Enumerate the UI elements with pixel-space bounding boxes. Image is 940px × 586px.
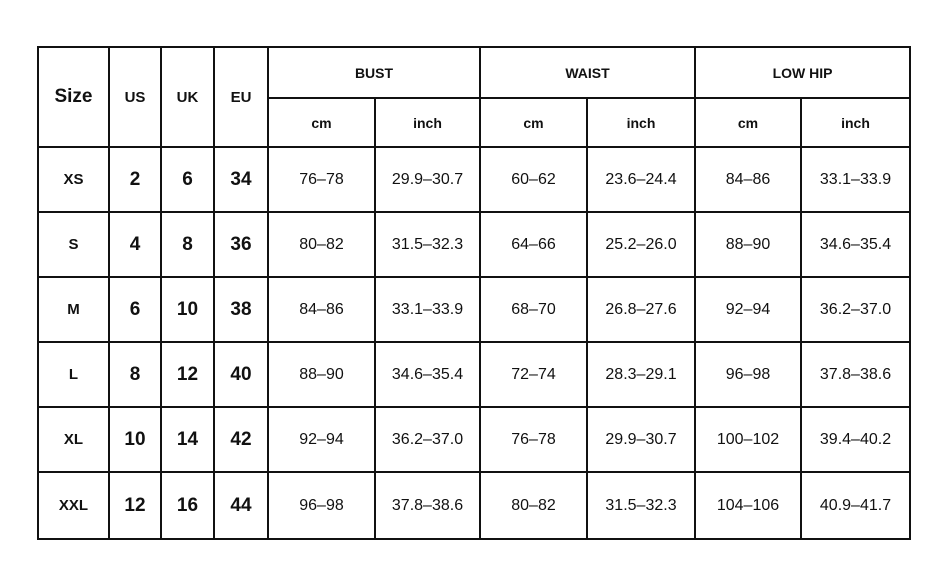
- cell-waist-inch: 25.2–26.0: [586, 211, 696, 278]
- cell-low-hip-cm: 92–94: [694, 276, 802, 343]
- cell-bust-cm: 88–90: [267, 341, 376, 408]
- header-uk: UK: [160, 46, 215, 148]
- cell-bust-inch: 33.1–33.9: [374, 276, 481, 343]
- cell-uk: 12: [160, 341, 215, 408]
- cell-low-hip-inch: 34.6–35.4: [799, 211, 912, 278]
- cell-uk: 14: [160, 406, 215, 473]
- header-size: Size: [37, 46, 110, 148]
- table-row: XL 10 14 42 92–94 36.2–37.0 76–78 29.9–30.7 100–…: [37, 406, 912, 473]
- cell-uk: 10: [160, 276, 215, 343]
- header-unit: inch: [374, 97, 481, 148]
- cell-bust-cm: 84–86: [267, 276, 376, 343]
- cell-eu: 38: [213, 276, 269, 343]
- cell-waist-inch: 26.8–27.6: [586, 276, 696, 343]
- cell-uk: 8: [160, 211, 215, 278]
- cell-eu: 40: [213, 341, 269, 408]
- cell-low-hip-inch: 39.4–40.2: [799, 406, 912, 473]
- cell-bust-inch: 37.8–38.6: [374, 471, 481, 540]
- header-us: US: [108, 46, 162, 148]
- cell-waist-cm: 76–78: [479, 406, 588, 473]
- cell-bust-cm: 96–98: [267, 471, 376, 540]
- header-unit: inch: [586, 97, 696, 148]
- cell-waist-cm: 80–82: [479, 471, 588, 540]
- header-low-hip: LOW HIP: [693, 46, 912, 99]
- cell-waist-inch: 31.5–32.3: [586, 471, 696, 540]
- cell-eu: 44: [213, 471, 269, 540]
- cell-size: XS: [37, 146, 110, 213]
- header-unit: cm: [267, 97, 376, 148]
- table-row: L 8 12 40 88–90 34.6–35.4 72–74 28.3–29.1 96–98 3…: [37, 341, 912, 408]
- cell-waist-cm: 64–66: [479, 211, 588, 278]
- cell-low-hip-cm: 104–106: [694, 471, 802, 540]
- cell-waist-inch: 23.6–24.4: [586, 146, 696, 213]
- cell-bust-cm: 92–94: [267, 406, 376, 473]
- cell-us: 8: [108, 341, 162, 408]
- cell-us: 12: [108, 471, 162, 540]
- cell-us: 2: [108, 146, 162, 213]
- table-row: M 6 10 38 84–86 33.1–33.9 68–70 26.8–27.6 92–94 3…: [37, 276, 912, 343]
- table-row: XS 2 6 34 76–78 29.9–30.7 60–62 23.6–24.4 84–86 3…: [37, 146, 912, 213]
- cell-bust-cm: 76–78: [267, 146, 376, 213]
- cell-low-hip-inch: 40.9–41.7: [799, 471, 912, 540]
- cell-size: M: [37, 276, 110, 343]
- cell-us: 4: [108, 211, 162, 278]
- cell-waist-inch: 28.3–29.1: [586, 341, 696, 408]
- cell-low-hip-cm: 96–98: [694, 341, 802, 408]
- header-waist: WAIST: [479, 46, 696, 99]
- cell-size: L: [37, 341, 110, 408]
- cell-waist-cm: 72–74: [479, 341, 588, 408]
- cell-low-hip-cm: 88–90: [694, 211, 802, 278]
- cell-eu: 42: [213, 406, 269, 473]
- cell-us: 10: [108, 406, 162, 473]
- header-unit: inch: [799, 97, 912, 148]
- cell-eu: 36: [213, 211, 269, 278]
- cell-bust-inch: 29.9–30.7: [374, 146, 481, 213]
- cell-uk: 16: [160, 471, 215, 540]
- cell-low-hip-inch: 37.8–38.6: [799, 341, 912, 408]
- cell-eu: 34: [213, 146, 269, 213]
- cell-size: XXL: [37, 471, 110, 540]
- table-row: S 4 8 36 80–82 31.5–32.3 64–66 25.2–26.0 88–90 34…: [37, 211, 912, 278]
- cell-waist-inch: 29.9–30.7: [586, 406, 696, 473]
- size-chart-table: Size US UK EU BUST WAIST LOW HIP cm inch…: [37, 46, 912, 540]
- cell-waist-cm: 60–62: [479, 146, 588, 213]
- cell-low-hip-cm: 84–86: [694, 146, 802, 213]
- header-eu: EU: [213, 46, 269, 148]
- cell-size: S: [37, 211, 110, 278]
- header-bust: BUST: [267, 46, 481, 99]
- cell-waist-cm: 68–70: [479, 276, 588, 343]
- cell-low-hip-cm: 100–102: [694, 406, 802, 473]
- table-row: XXL 12 16 44 96–98 37.8–38.6 80–82 31.5–32.3 104…: [37, 471, 912, 540]
- cell-bust-inch: 31.5–32.3: [374, 211, 481, 278]
- cell-us: 6: [108, 276, 162, 343]
- header-unit: cm: [694, 97, 802, 148]
- cell-uk: 6: [160, 146, 215, 213]
- cell-low-hip-inch: 36.2–37.0: [799, 276, 912, 343]
- cell-size: XL: [37, 406, 110, 473]
- cell-bust-inch: 34.6–35.4: [374, 341, 481, 408]
- header-unit: cm: [479, 97, 588, 148]
- cell-low-hip-inch: 33.1–33.9: [799, 146, 912, 213]
- cell-bust-inch: 36.2–37.0: [374, 406, 481, 473]
- cell-bust-cm: 80–82: [267, 211, 376, 278]
